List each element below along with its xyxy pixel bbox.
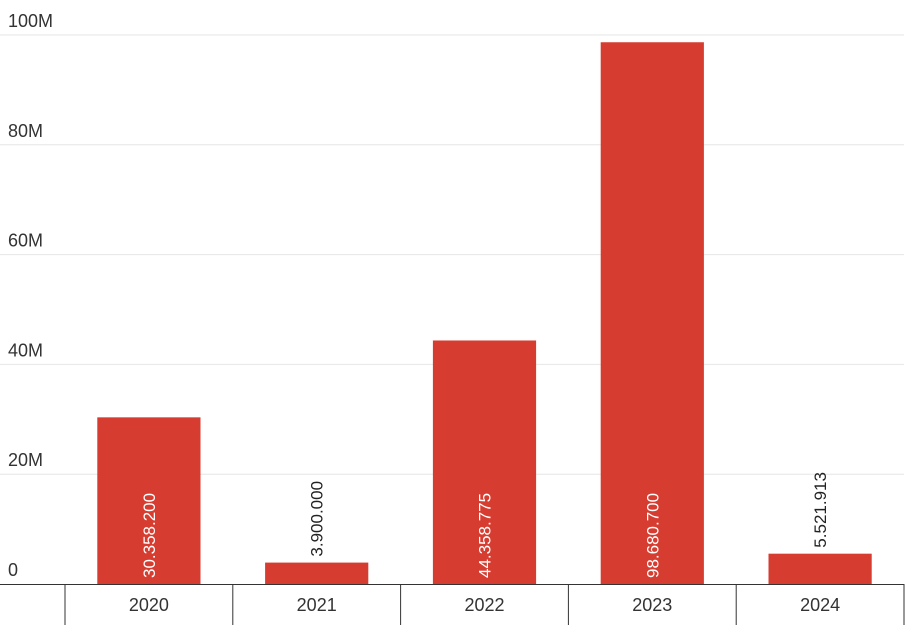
x-tick-label: 2020 bbox=[129, 595, 169, 615]
bar bbox=[97, 417, 201, 584]
y-tick-label: 80M bbox=[8, 121, 43, 141]
data-label: 5.521.913 bbox=[811, 472, 830, 548]
gridlines bbox=[0, 34, 904, 475]
y-tick-label: 60M bbox=[8, 231, 43, 251]
data-label: 98.680.700 bbox=[643, 493, 662, 578]
data-label: 44.358.775 bbox=[476, 493, 495, 578]
x-tick-label: 2024 bbox=[800, 595, 840, 615]
y-axis-tick-labels: 0 20M 40M 60M 80M 100M bbox=[8, 11, 53, 580]
bar bbox=[768, 553, 872, 584]
bars bbox=[97, 42, 872, 584]
y-tick-label: 100M bbox=[8, 11, 53, 31]
data-labels: 30.358.200 3.900.000 44.358.775 98.680.700 5… bbox=[140, 472, 830, 578]
data-label: 30.358.200 bbox=[140, 493, 159, 578]
y-tick-label: 40M bbox=[8, 340, 43, 360]
y-tick-label: 0 bbox=[8, 560, 18, 580]
x-tick-label: 2023 bbox=[632, 595, 672, 615]
bar bbox=[600, 42, 704, 584]
x-tick-label: 2021 bbox=[297, 595, 337, 615]
x-tick-label: 2022 bbox=[464, 595, 504, 615]
y-tick-label: 20M bbox=[8, 450, 43, 470]
data-label: 3.900.000 bbox=[308, 481, 327, 557]
x-axis: 2020 2021 2022 2023 2024 bbox=[0, 584, 905, 625]
bar bbox=[265, 562, 369, 584]
bar bbox=[432, 340, 537, 584]
